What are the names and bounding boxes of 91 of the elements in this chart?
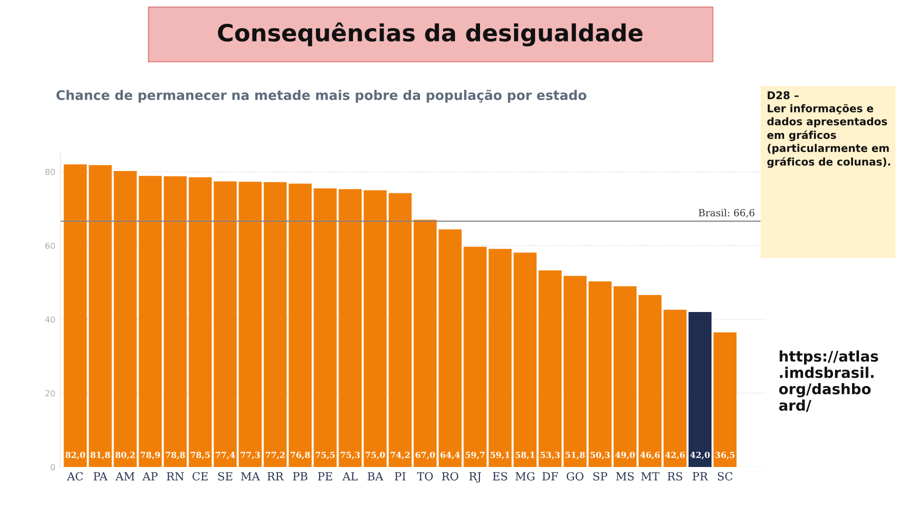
data-label: 77,4	[216, 452, 236, 460]
data-label: 59,7	[466, 452, 485, 460]
bar	[338, 189, 362, 468]
bar	[664, 310, 687, 468]
x-tick-label: RS	[668, 472, 682, 480]
data-label: 78,8	[166, 452, 185, 460]
bar	[264, 182, 287, 468]
y-tick-label: 40	[45, 316, 55, 323]
y-tick-label: 20	[45, 390, 55, 397]
x-tick-label: MT	[641, 472, 660, 480]
data-label: 77,3	[240, 452, 260, 460]
y-tick-label: 80	[45, 168, 55, 176]
text: D28 – Ler informações e dados apresentados em gráficos (particularmente em gráficos de colunas).	[767, 91, 890, 168]
x-tick-label: PA	[94, 472, 108, 480]
x-tick-label: PB	[292, 472, 308, 480]
data-label: 46,6	[640, 452, 660, 460]
chart-title: Consequências da desigualdade	[218, 22, 642, 46]
data-label: 75,3	[340, 452, 360, 460]
x-tick-label: GO	[566, 472, 584, 480]
y-tick-label: 60	[45, 242, 55, 249]
x-tick-label: TO	[416, 472, 433, 480]
bar	[488, 248, 512, 468]
bar	[688, 312, 712, 468]
ref-line-label: Brasil: 66,6	[698, 208, 754, 218]
x-tick-label: SC	[718, 472, 732, 480]
x-tick-label: AC	[66, 472, 83, 480]
data-label: 49,0	[615, 452, 635, 460]
bar	[714, 332, 737, 468]
data-label: 82,0	[66, 452, 86, 460]
x-tick-label: PR	[692, 472, 708, 480]
x-tick-label: DF	[542, 472, 558, 480]
data-label: 64,4	[440, 452, 460, 460]
x-tick-label: AP	[142, 472, 158, 480]
data-label: 78,9	[140, 452, 160, 460]
bar	[614, 286, 637, 468]
chart-subtitle: Chance de permanecer na metade mais pobre da população por estado	[56, 90, 586, 103]
x-tick-label: MG	[516, 472, 534, 480]
x-tick-label: PI	[394, 472, 406, 480]
data-label: 42,0	[690, 452, 710, 460]
x-tick-label: RR	[267, 472, 284, 480]
bar	[88, 165, 112, 468]
x-tick-label: RN	[166, 472, 184, 480]
x-tick-label: SP	[593, 472, 608, 480]
data-label: 78,5	[190, 452, 210, 460]
bar	[314, 188, 337, 468]
bar	[364, 190, 387, 468]
bar	[414, 220, 437, 468]
bar	[388, 193, 412, 468]
data-label: 75,0	[366, 452, 385, 460]
data-label: 77,2	[266, 452, 285, 460]
data-label: 81,8	[90, 452, 110, 460]
data-label: 53,3	[540, 452, 560, 460]
data-label: 42,6	[665, 452, 685, 460]
bar	[438, 229, 462, 468]
bar	[588, 281, 612, 468]
x-tick-label: MS	[616, 472, 634, 480]
bar	[538, 270, 562, 468]
data-label: 36,5	[715, 452, 735, 460]
x-tick-label: MA	[241, 472, 260, 480]
bar	[114, 171, 137, 468]
bar	[638, 295, 662, 468]
text: https://atlas .imdsbrasil. org/dashbo ard/	[779, 350, 878, 412]
x-tick-label: ES	[492, 472, 508, 480]
data-label: 50,3	[590, 452, 610, 460]
data-label: 76,8	[290, 452, 310, 460]
bar	[514, 252, 537, 468]
bar	[564, 276, 587, 468]
bar	[164, 176, 187, 468]
data-label: 59,1	[490, 452, 510, 460]
x-tick-label: SE	[218, 472, 232, 480]
data-label: 67,0	[416, 452, 435, 460]
x-tick-label: AL	[342, 472, 358, 480]
data-label: 51,8	[566, 452, 585, 460]
bar	[214, 181, 237, 468]
bar	[64, 164, 87, 468]
bar	[188, 177, 212, 468]
bar	[238, 182, 262, 468]
x-tick-label: CE	[192, 472, 208, 480]
bar	[288, 184, 312, 468]
data-label: 74,2	[390, 452, 410, 460]
x-tick-label: RJ	[469, 472, 482, 483]
data-label: 80,2	[116, 452, 135, 460]
data-label: 58,1	[516, 452, 534, 460]
x-tick-label: BA	[368, 472, 384, 480]
bar	[464, 246, 487, 468]
y-tick-label: 0	[50, 464, 55, 470]
x-tick-label: AM	[116, 472, 134, 480]
x-tick-label: PE	[318, 472, 332, 480]
x-tick-label: RO	[442, 472, 458, 480]
data-label: 75,5	[316, 452, 335, 460]
bar	[138, 176, 162, 468]
